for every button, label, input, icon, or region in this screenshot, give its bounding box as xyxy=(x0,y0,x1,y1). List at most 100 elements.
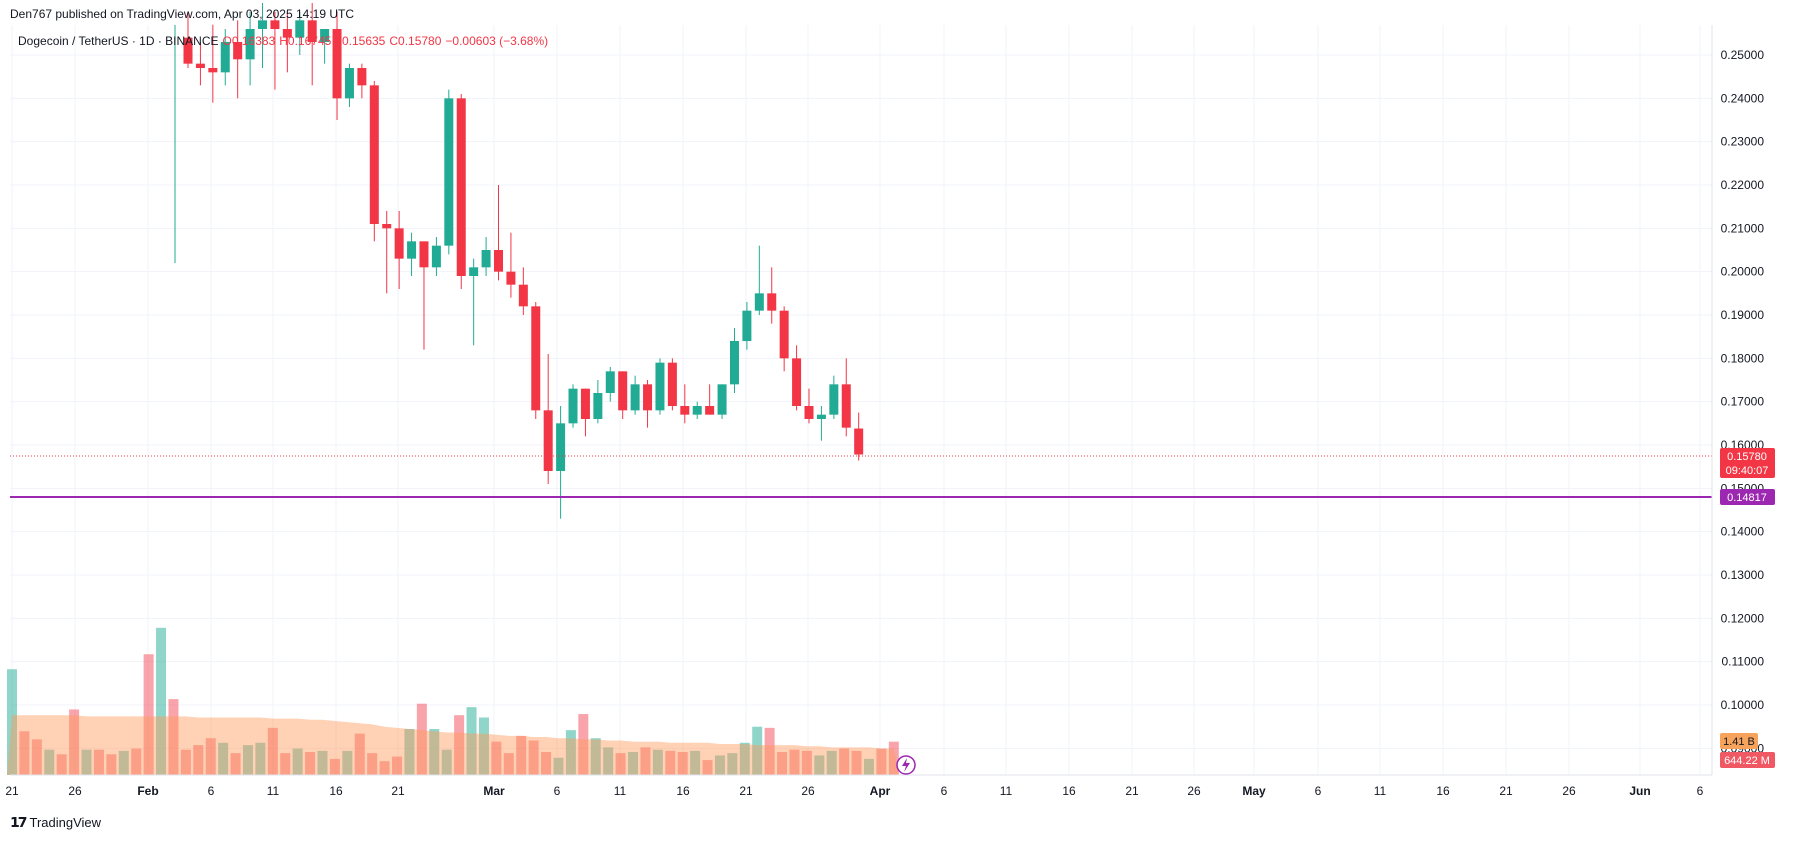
candle-body[interactable] xyxy=(605,371,615,393)
candle-body[interactable] xyxy=(779,310,789,359)
candle-body[interactable] xyxy=(568,388,578,424)
candle-body[interactable] xyxy=(767,293,777,311)
volume-bar xyxy=(553,757,564,775)
candle-body[interactable] xyxy=(680,405,690,415)
candle-body[interactable] xyxy=(469,267,479,276)
volume-bar xyxy=(56,754,67,775)
candle-body[interactable] xyxy=(506,271,516,285)
candle-body[interactable] xyxy=(580,388,590,419)
candle-body[interactable] xyxy=(494,249,503,272)
volume-bar xyxy=(7,669,17,775)
candle-body[interactable] xyxy=(382,223,392,229)
publish-info: Den767 published on TradingView.com, Apr… xyxy=(10,7,355,21)
volume-tag-1: 1.41 B xyxy=(1720,733,1758,749)
candle-body[interactable] xyxy=(220,42,230,73)
candle-body[interactable] xyxy=(829,384,839,415)
candle-body[interactable] xyxy=(729,340,739,385)
candle-body[interactable] xyxy=(245,29,255,60)
candle-body[interactable] xyxy=(369,85,379,224)
tradingview-logo-icon: 𝟭𝟳 xyxy=(10,814,28,830)
candle-layer xyxy=(174,3,864,519)
candle-body[interactable] xyxy=(854,428,864,455)
candle-body[interactable] xyxy=(655,362,665,411)
volume-layer xyxy=(7,627,899,775)
candle-body[interactable] xyxy=(816,414,826,419)
candle-body[interactable] xyxy=(841,384,851,428)
candle-body[interactable] xyxy=(792,358,802,406)
volume-bar xyxy=(727,753,738,775)
price-tick-label: 0.21000 xyxy=(1721,221,1765,235)
volume-bar xyxy=(603,747,614,775)
candle-body[interactable] xyxy=(195,63,205,68)
volume-bar xyxy=(19,731,30,775)
candle-body[interactable] xyxy=(183,37,193,64)
candle-body[interactable] xyxy=(643,384,653,411)
volume-bar xyxy=(752,726,763,775)
high-value: H0.16745 xyxy=(279,34,332,48)
candle-body[interactable] xyxy=(531,306,541,411)
candle-body[interactable] xyxy=(332,29,342,99)
candle-body[interactable] xyxy=(282,29,292,38)
candle-body[interactable] xyxy=(742,310,752,341)
volume-bar xyxy=(69,709,80,775)
candle-body[interactable] xyxy=(270,20,280,30)
candle-body[interactable] xyxy=(754,293,764,311)
volume-bar xyxy=(690,750,701,775)
volume-bar xyxy=(739,742,750,775)
candle-body[interactable] xyxy=(667,362,677,406)
candle-body[interactable] xyxy=(357,67,367,86)
candle-body[interactable] xyxy=(431,245,441,268)
time-tick-label: Jun xyxy=(1629,784,1650,798)
volume-bar xyxy=(143,654,154,775)
price-tick-label: 0.24000 xyxy=(1721,91,1765,105)
candle-body[interactable] xyxy=(419,241,429,268)
time-axis[interactable]: 21 26 Feb 6 11 16 21 Mar 6 11 16 21 26 Apr 6 11 16 21 26 Ma… xyxy=(5,784,1703,798)
volume-bar xyxy=(93,749,104,775)
price-tick-label: 0.23000 xyxy=(1721,135,1765,149)
candle-body[interactable] xyxy=(407,241,417,259)
low-value: L0.15635 xyxy=(335,34,386,48)
volume-bar xyxy=(677,752,688,775)
candle-body[interactable] xyxy=(394,228,404,259)
lightning-icon[interactable] xyxy=(896,755,916,775)
volume-bar xyxy=(267,727,278,775)
volume-bar xyxy=(218,742,229,775)
candle-body[interactable] xyxy=(556,423,566,471)
time-tick-label: 6 xyxy=(1315,784,1322,798)
volume-bar xyxy=(379,761,390,775)
volume-bar xyxy=(242,745,253,775)
volume-bar xyxy=(205,738,216,775)
candle-body[interactable] xyxy=(630,384,640,411)
time-tick-label: 26 xyxy=(801,784,815,798)
price-axis[interactable]: 0.25000 0.24000 0.23000 0.22000 0.21000 0.200… xyxy=(1721,48,1765,755)
candle-body[interactable] xyxy=(543,410,553,471)
candle-body[interactable] xyxy=(295,20,305,38)
time-tick-label: 11 xyxy=(1000,784,1013,798)
candle-body[interactable] xyxy=(618,371,628,411)
candle-body[interactable] xyxy=(208,67,218,73)
symbol-name[interactable]: Dogecoin / TetherUS · 1D · BINANCE xyxy=(18,34,219,48)
candle-body[interactable] xyxy=(258,20,268,30)
tradingview-brand[interactable]: 𝟭𝟳 TradingView xyxy=(10,814,101,831)
volume-ma-area xyxy=(7,715,899,775)
candle-body[interactable] xyxy=(705,405,715,415)
candle-body[interactable] xyxy=(481,249,491,268)
time-tick-label: 26 xyxy=(1562,784,1576,798)
candle-body[interactable] xyxy=(307,20,317,43)
volume-bar xyxy=(777,752,788,775)
candle-body[interactable] xyxy=(344,67,354,99)
candle-body[interactable] xyxy=(456,98,466,276)
candle-body[interactable] xyxy=(593,392,603,419)
candle-body[interactable] xyxy=(320,29,330,43)
time-tick-label: Mar xyxy=(483,784,505,798)
candle-body[interactable] xyxy=(692,405,702,415)
candle-body[interactable] xyxy=(804,405,814,419)
time-tick-label: 16 xyxy=(329,784,343,798)
price-tick-label: 0.18000 xyxy=(1721,351,1765,365)
candle-body[interactable] xyxy=(233,42,243,60)
candle-body[interactable] xyxy=(518,284,528,307)
candle-body[interactable] xyxy=(717,384,727,415)
candle-body[interactable] xyxy=(444,98,454,246)
volume-bar xyxy=(416,703,427,775)
